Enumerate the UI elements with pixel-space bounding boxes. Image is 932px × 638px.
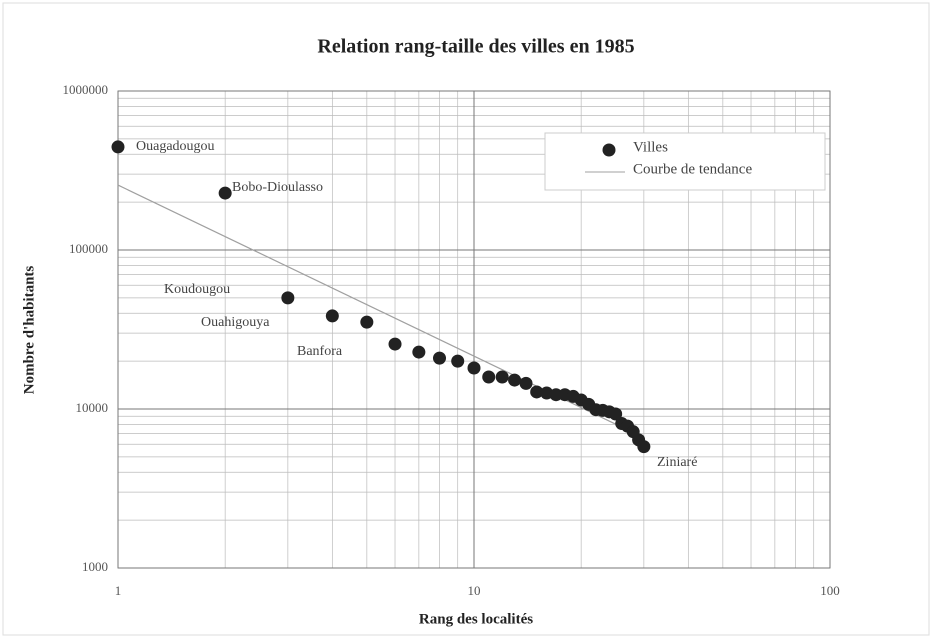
- point-annotation: Bobo-Dioulasso: [232, 180, 323, 195]
- y-tick-label: 100000: [69, 241, 108, 256]
- legend-label: Villes: [633, 139, 668, 155]
- point: [111, 140, 125, 154]
- chart-title: Relation rang-taille des villes en 1985: [317, 36, 634, 58]
- point: [530, 385, 544, 399]
- point: [637, 440, 651, 454]
- point: [325, 309, 339, 323]
- y-tick-label: 1000: [82, 559, 108, 574]
- point: [495, 370, 509, 384]
- x-tick-label: 10: [468, 583, 481, 598]
- point: [388, 337, 402, 351]
- legend-box: [544, 132, 826, 191]
- legend-label: Courbe de tendance: [633, 161, 752, 177]
- y-axis-label: Nombre d'habitants: [21, 266, 37, 395]
- point: [360, 315, 374, 329]
- x-axis-label: Rang des localités: [419, 611, 533, 627]
- point-annotation: Banfora: [297, 344, 343, 359]
- x-tick-label: 100: [820, 583, 840, 598]
- point: [433, 351, 447, 365]
- point-annotation: Koudougou: [164, 282, 230, 297]
- point: [218, 186, 232, 200]
- point: [467, 361, 481, 375]
- point: [508, 373, 522, 387]
- y-tick-label: 1000000: [63, 82, 109, 97]
- point: [451, 354, 465, 368]
- point: [519, 376, 533, 390]
- y-tick-label: 10000: [76, 400, 109, 415]
- point-annotation: Ziniaré: [657, 455, 697, 470]
- point: [482, 370, 496, 384]
- point: [609, 407, 623, 421]
- legend-swatch: [602, 143, 616, 157]
- point: [412, 345, 426, 359]
- point-annotation: Ouagadougou: [136, 139, 215, 154]
- point: [281, 291, 295, 305]
- point-annotation: Ouahigouya: [201, 315, 270, 330]
- x-tick-label: 1: [115, 583, 122, 598]
